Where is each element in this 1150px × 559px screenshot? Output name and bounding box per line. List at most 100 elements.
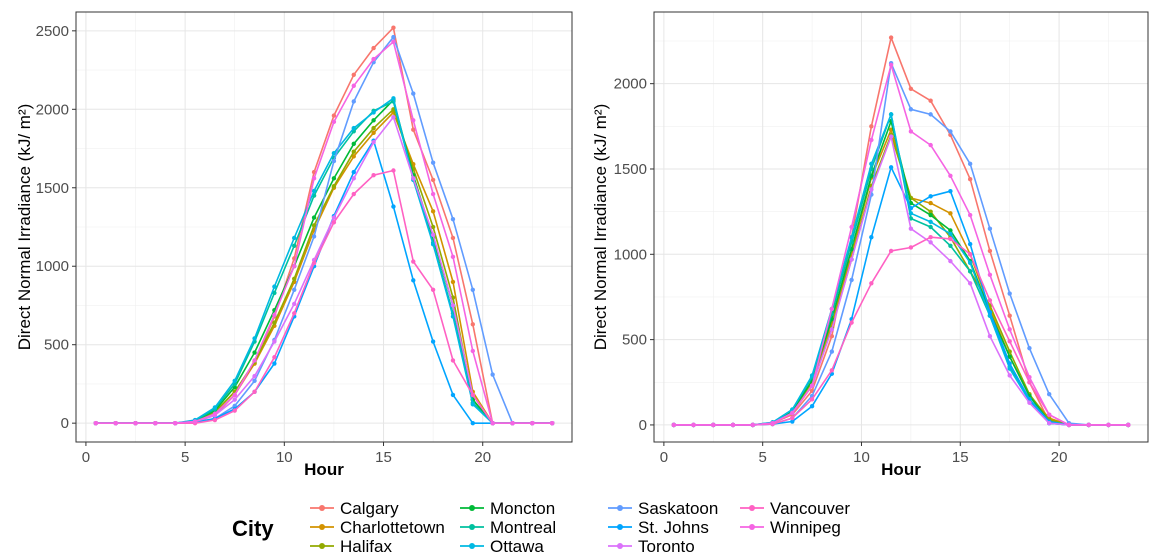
data-point	[869, 281, 874, 286]
data-point	[331, 113, 337, 118]
data-point	[869, 235, 874, 240]
data-point	[1007, 339, 1012, 344]
data-point	[1027, 400, 1032, 405]
data-point	[371, 45, 376, 51]
data-point	[849, 277, 854, 283]
data-point	[391, 114, 396, 120]
data-point	[153, 420, 158, 426]
y-tick-label: 0	[639, 417, 647, 434]
data-point	[272, 361, 277, 366]
data-point	[371, 56, 376, 62]
data-point	[790, 415, 795, 421]
data-point	[430, 191, 436, 197]
data-point	[829, 306, 835, 312]
legend-label: Moncton	[490, 499, 555, 518]
data-point	[311, 176, 317, 181]
legend-item: Calgary	[310, 499, 399, 518]
legend-key-point	[469, 543, 475, 549]
data-point	[1066, 422, 1072, 428]
data-point	[292, 311, 297, 316]
legend-key-point	[319, 543, 325, 549]
data-point	[411, 91, 416, 96]
data-point	[252, 373, 257, 379]
data-point	[450, 314, 456, 319]
data-point	[948, 228, 953, 233]
data-point	[470, 348, 475, 354]
series-st-johns	[671, 165, 1131, 428]
data-point	[750, 422, 755, 428]
data-point	[948, 173, 953, 179]
data-point	[928, 209, 933, 214]
data-point	[430, 242, 436, 247]
data-point	[411, 118, 416, 123]
data-point	[1027, 374, 1032, 380]
data-point	[1027, 380, 1032, 385]
data-point	[351, 72, 356, 77]
series-vancouver	[671, 235, 1131, 428]
data-point	[331, 215, 337, 220]
data-point	[430, 232, 436, 238]
data-point	[252, 378, 257, 383]
series-line	[95, 36, 553, 425]
data-point	[351, 125, 356, 131]
data-point	[351, 83, 356, 88]
data-point	[311, 215, 317, 220]
series-line	[673, 135, 1129, 426]
data-point	[928, 219, 933, 225]
data-point	[450, 358, 456, 363]
data-point	[232, 397, 237, 402]
data-point	[133, 420, 138, 426]
data-point	[391, 204, 396, 209]
x-tick-label: 15	[952, 449, 969, 466]
legend-key-point	[617, 543, 623, 549]
data-point	[849, 320, 854, 325]
data-point	[232, 392, 237, 398]
data-point	[869, 124, 874, 129]
series-line	[673, 64, 1129, 426]
data-point	[869, 137, 874, 143]
legend-key-point	[617, 524, 623, 530]
data-point	[987, 272, 993, 277]
data-point	[928, 212, 933, 218]
data-point	[809, 397, 815, 402]
x-tick-label: 10	[853, 449, 870, 466]
legend-item: Charlottetown	[310, 518, 445, 537]
data-point	[292, 235, 297, 241]
data-point	[470, 402, 475, 407]
data-point	[391, 39, 396, 45]
data-point	[1007, 354, 1012, 359]
data-point	[272, 312, 277, 318]
legend-item: St. Johns	[608, 518, 709, 537]
series-st-johns	[93, 138, 555, 426]
series-moncton	[93, 97, 555, 426]
data-point	[430, 224, 436, 230]
data-point	[671, 422, 676, 428]
data-point	[351, 176, 356, 181]
data-point	[790, 410, 795, 416]
legend-item: Montreal	[460, 518, 556, 537]
data-point	[212, 411, 218, 416]
legend-key-point	[749, 505, 755, 511]
data-point	[809, 383, 815, 388]
data-point	[331, 176, 337, 181]
data-point	[311, 188, 317, 194]
legend-item: Toronto	[608, 537, 695, 556]
data-point	[371, 130, 376, 136]
data-point	[967, 161, 973, 167]
series-line	[95, 26, 553, 425]
data-point	[987, 226, 993, 231]
data-point	[849, 224, 854, 230]
series-toronto	[671, 134, 1131, 428]
data-point	[928, 224, 933, 230]
y-tick-label: 1500	[614, 161, 647, 178]
legend-label: Charlottetown	[340, 518, 445, 537]
series-saskatoon	[93, 34, 555, 426]
data-point	[987, 334, 993, 339]
left-chart-panel: 0 500 1000 1500 2000 2500 0 5 10 15 20 Hour Direct N…	[15, 11, 573, 479]
legend-item: Moncton	[460, 499, 555, 518]
data-point	[908, 107, 914, 112]
data-point	[311, 223, 317, 228]
data-point	[888, 35, 894, 40]
data-point	[948, 188, 953, 194]
series-calgary	[93, 25, 555, 426]
